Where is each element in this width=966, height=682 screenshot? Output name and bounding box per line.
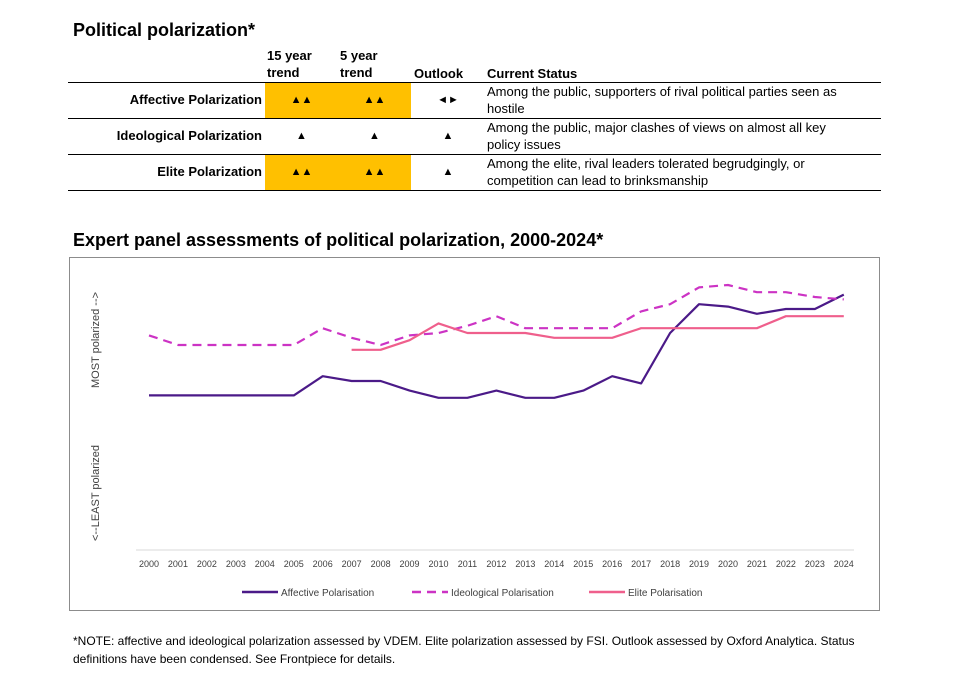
x-tick-label: 2020	[718, 559, 738, 569]
status-cell: Among the public, major clashes of views…	[487, 119, 879, 153]
legend-label: Affective Polarisation	[281, 588, 374, 599]
legend-label: Ideological Polarisation	[451, 588, 554, 599]
trend-15yr-cell: ▲	[296, 130, 307, 142]
header-current-status: Current Status	[487, 66, 578, 81]
trend-15yr-cell: ▲▲	[265, 155, 338, 190]
trend-5yr-cell: ▲	[369, 130, 380, 142]
series-line-2	[351, 315, 844, 351]
x-tick-label: 2016	[602, 559, 622, 569]
status-line: Among the public, major clashes of views…	[487, 120, 826, 135]
status-cell: Among the public, supporters of rival po…	[487, 83, 879, 117]
header-5yr-line1: 5 year	[340, 48, 378, 63]
header-5yr-line2: trend	[340, 65, 373, 80]
x-tick-label: 2014	[544, 559, 564, 569]
row-label: Ideological Polarization	[116, 128, 262, 143]
chart-title: Expert panel assessments of political po…	[73, 230, 604, 250]
footnote-line: definitions have been condensed. See Fro…	[73, 652, 396, 666]
x-tick-label: 2007	[342, 559, 362, 569]
trend-15yr-cell: ▲▲	[265, 83, 338, 118]
x-tick-label: 2000	[139, 559, 159, 569]
x-tick-label: 2021	[747, 559, 767, 569]
legend-label: Elite Polarisation	[628, 588, 702, 599]
outlook-cell: ▲	[442, 166, 454, 178]
table-rule	[68, 154, 881, 155]
table-rule	[68, 190, 881, 191]
header-15yr-line2: trend	[267, 65, 300, 80]
table-rule	[68, 118, 881, 119]
trend-5yr-cell: ▲▲	[338, 155, 411, 190]
x-tick-label: 2012	[486, 559, 506, 569]
outlook-cell: ▲	[442, 130, 454, 142]
x-tick-label: 2008	[371, 559, 391, 569]
y-label-bottom: <--LEAST polarized	[90, 445, 102, 541]
header-15yr-line1: 15 year	[267, 48, 312, 63]
status-line: Among the elite, rival leaders tolerated…	[487, 156, 805, 171]
y-label-top: MOST polarized -->	[90, 292, 102, 388]
x-tick-label: 2003	[226, 559, 246, 569]
header-5yr-trend: 5 year trend	[340, 47, 378, 81]
x-tick-label: 2017	[631, 559, 651, 569]
status-line: hostile	[487, 101, 525, 116]
series-line-1	[148, 283, 844, 347]
x-tick-label: 2024	[834, 559, 854, 569]
series-line-0	[149, 293, 845, 399]
row-label: Affective Polarization	[129, 92, 262, 107]
outlook-cell: ◄►	[437, 94, 459, 106]
row-label: Elite Polarization	[157, 164, 262, 179]
footnote: *NOTE: affective and ideological polariz…	[73, 632, 903, 668]
x-tick-label: 2005	[284, 559, 304, 569]
trend-5yr-cell: ▲▲	[338, 83, 411, 118]
status-line: policy issues	[487, 137, 561, 152]
x-tick-label: 2022	[776, 559, 796, 569]
table-rule	[68, 82, 881, 83]
x-tick-label: 2006	[313, 559, 333, 569]
x-tick-label: 2001	[168, 559, 188, 569]
x-tick-label: 2010	[428, 559, 448, 569]
page-title: Political polarization*	[73, 20, 256, 40]
x-tick-label: 2018	[660, 559, 680, 569]
x-tick-label: 2004	[255, 559, 275, 569]
status-line: competition can lead to brinksmanship	[487, 173, 709, 188]
header-outlook: Outlook	[414, 66, 464, 81]
status-line: Among the public, supporters of rival po…	[487, 84, 837, 99]
x-tick-label: 2011	[458, 559, 477, 569]
footnote-line: *NOTE: affective and ideological polariz…	[73, 634, 855, 648]
x-tick-label: 2002	[197, 559, 217, 569]
x-tick-label: 2009	[400, 559, 420, 569]
x-tick-label: 2019	[689, 559, 709, 569]
line-chart: 2000 2001 2002 2003 2004 2005 2006 2007 2008 2009…	[90, 283, 854, 599]
x-tick-label: 2023	[805, 559, 825, 569]
chart-frame: 2000 2001 2002 2003 2004 2005 2006 2007 2008 2009…	[69, 257, 880, 611]
status-cell: Among the elite, rival leaders tolerated…	[487, 155, 879, 189]
header-15yr-trend: 15 year trend	[267, 47, 312, 81]
x-tick-label: 2013	[515, 559, 535, 569]
x-tick-label: 2015	[573, 559, 593, 569]
